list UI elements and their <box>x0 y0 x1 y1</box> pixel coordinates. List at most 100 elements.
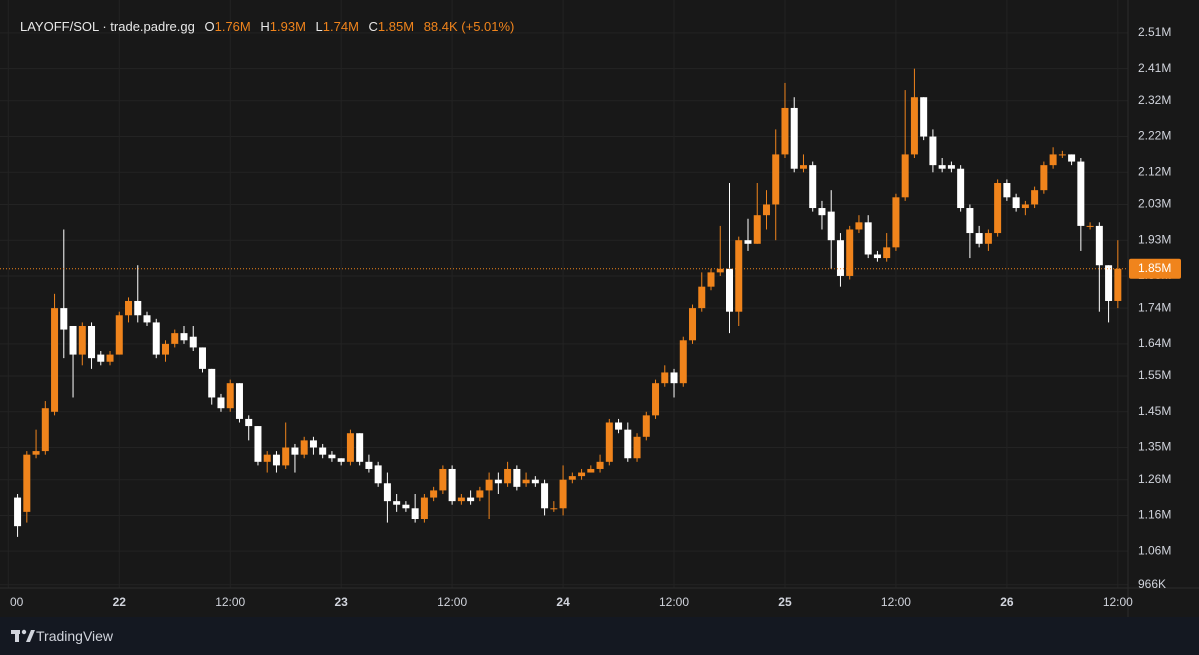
candle-body <box>550 508 558 510</box>
x-tick-label: 24 <box>556 595 570 609</box>
candle-body <box>809 165 817 209</box>
y-tick-label: 1.74M <box>1138 300 1171 314</box>
candle-body <box>457 497 465 502</box>
candle-body <box>254 426 262 462</box>
candle-body <box>448 468 456 502</box>
candle-body <box>180 333 188 341</box>
chart-title: LAYOFF/SOL · trade.padre.gg <box>20 19 195 34</box>
candle-body <box>198 347 206 369</box>
x-tick-label: 12:00 <box>1103 595 1133 609</box>
candle-body <box>698 286 706 309</box>
candle-body <box>947 165 955 169</box>
candle-body <box>60 308 68 330</box>
candle-body <box>716 268 724 273</box>
ohlc-label: C <box>368 19 378 34</box>
candle-body <box>679 340 687 384</box>
candle-body <box>162 343 170 355</box>
candle-body <box>439 468 447 491</box>
candle-body <box>171 333 179 344</box>
candle-body <box>957 168 965 209</box>
candle-body <box>762 204 770 216</box>
candle-body <box>78 325 86 355</box>
candle-body <box>578 472 586 477</box>
candle-body <box>1049 154 1057 166</box>
candle-body <box>217 397 225 409</box>
candle-body <box>14 497 22 527</box>
y-tick-label: 2.32M <box>1138 93 1171 107</box>
candle-body <box>975 233 983 244</box>
candles <box>14 68 1122 537</box>
y-tick-label: 1.55M <box>1138 368 1171 382</box>
candle-body <box>642 415 650 437</box>
candle-body <box>753 215 761 244</box>
candle-body <box>1003 183 1011 198</box>
candle-body <box>337 458 345 462</box>
candle-body <box>892 197 900 248</box>
candle-body <box>1021 204 1029 209</box>
candle-body <box>587 468 595 473</box>
candle-body <box>383 483 391 502</box>
candle-body <box>1077 161 1085 226</box>
candle-body <box>356 433 364 462</box>
candle-body <box>23 454 31 512</box>
candle-body <box>910 97 918 155</box>
candle-body <box>115 315 123 355</box>
candle-body <box>568 476 576 480</box>
candle-body <box>689 308 697 341</box>
candle-body <box>420 497 428 520</box>
candle-body <box>1114 268 1122 301</box>
candle-body <box>319 447 327 455</box>
candle-body <box>744 240 752 244</box>
candle-body <box>346 433 354 462</box>
candle-body <box>152 322 160 355</box>
brand-logo <box>11 629 35 642</box>
candle-body <box>855 222 863 230</box>
candle-body <box>652 383 660 416</box>
candle-body <box>430 490 438 498</box>
chart: 2.51M2.41M2.32M2.22M2.12M2.03M1.93M1.83M… <box>0 0 1199 617</box>
candle-body <box>208 368 216 398</box>
chart-header: LAYOFF/SOL · trade.padre.gg O1.76M H1.93… <box>20 19 514 34</box>
candle-body <box>41 408 49 452</box>
candle-body <box>291 447 299 455</box>
candle-body <box>134 300 142 316</box>
ohlc-value: 1.85M <box>377 19 415 34</box>
last-price-label: 1.85M <box>1138 261 1171 275</box>
ohlc-label: H <box>260 19 270 34</box>
ohlc-value: 1.76M <box>214 19 251 34</box>
candle-body <box>88 325 96 359</box>
candle-body <box>504 468 512 484</box>
candle-body <box>920 97 928 137</box>
candle-body <box>864 222 872 255</box>
y-tick-label: 1.64M <box>1138 336 1171 350</box>
candle-body <box>883 247 891 259</box>
candle-body <box>781 107 789 155</box>
candle-body <box>245 418 253 427</box>
candle-body <box>1012 197 1020 209</box>
candle-body <box>411 508 419 520</box>
ohlc-label: O <box>204 19 215 34</box>
candle-body <box>1095 225 1103 266</box>
candle-body <box>328 454 336 459</box>
candle-body <box>836 240 844 276</box>
candle-body <box>605 422 613 462</box>
brand-name: TradingView <box>36 628 114 644</box>
candle-body <box>143 315 151 323</box>
candle-body <box>661 372 669 384</box>
y-tick-label: 1.93M <box>1138 232 1171 246</box>
x-tick-label: 12:00 <box>215 595 245 609</box>
last-price-badge <box>1129 258 1181 279</box>
y-tick-label: 2.03M <box>1138 197 1171 211</box>
candle-body <box>615 422 623 430</box>
candle-body <box>402 504 410 509</box>
candle-body <box>467 497 475 502</box>
candle-body <box>365 461 373 469</box>
x-tick-label: 23 <box>334 595 348 609</box>
candle-body <box>938 165 946 169</box>
candle-body <box>97 354 105 362</box>
y-tick-label: 2.41M <box>1138 61 1171 75</box>
grid <box>0 0 1128 588</box>
candle-body <box>966 208 974 234</box>
candle-body <box>235 383 243 419</box>
candle-body <box>726 268 734 312</box>
